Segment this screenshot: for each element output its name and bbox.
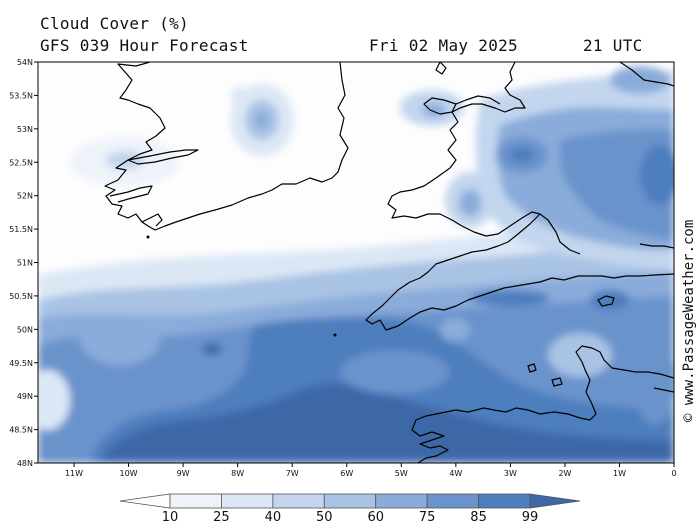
lon-tick-label: 11W — [65, 469, 83, 478]
forecast-label: GFS 039 Hour Forecast — [40, 36, 249, 55]
fastnet-marker — [146, 235, 150, 239]
lat-tick-label: 51.5N — [9, 225, 33, 234]
legend-label: 50 — [316, 510, 333, 525]
scilly-isles-marker — [333, 333, 337, 337]
lon-tick-label: 0 — [672, 469, 677, 478]
legend-swatch — [426, 493, 479, 509]
longitude-axis: 11W 10W 9W 8W 7W 6W 5W 4W 3W 2W 1W 0 — [65, 463, 677, 478]
lat-tick-label: 53.5N — [9, 91, 33, 100]
legend-swatch — [323, 493, 377, 509]
lon-tick-label: 5W — [395, 469, 408, 478]
cork-coast — [141, 213, 163, 227]
map-title: Cloud Cover (%) — [40, 14, 189, 33]
legend-label: 25 — [213, 510, 230, 525]
channel-island-guernsey — [527, 363, 537, 373]
lat-tick-label: 49N — [17, 392, 33, 401]
thames-coast — [639, 243, 674, 249]
legend-label: 85 — [470, 510, 487, 525]
legend-label: 99 — [522, 510, 539, 525]
north-wales-bay — [455, 95, 501, 105]
coastlines — [104, 62, 674, 463]
isle-of-man — [435, 62, 447, 75]
isle-of-wight — [597, 295, 615, 307]
lon-tick-label: 7W — [286, 469, 299, 478]
france-seine-coast — [653, 387, 674, 393]
legend-swatch — [272, 493, 325, 509]
lat-tick-label: 54N — [17, 58, 33, 67]
northeast-coast — [619, 62, 674, 87]
cloud-field — [38, 62, 674, 463]
latitude-axis: 54N 53.5N 53N 52.5N 52N 51.5N 51N 50.5N 50N 49.5N… — [9, 58, 38, 468]
lat-tick-label: 51N — [17, 259, 33, 268]
lon-tick-label: 10W — [120, 469, 138, 478]
lat-tick-label: 52.5N — [9, 158, 33, 167]
lat-tick-label: 53N — [17, 125, 33, 134]
cloud-cover-legend: 10 25 40 50 60 75 85 99 — [119, 493, 581, 525]
lat-tick-label: 50N — [17, 325, 33, 334]
legend-high-cap — [529, 493, 581, 509]
legend-label: 10 — [162, 510, 179, 525]
severn-estuary — [539, 213, 581, 255]
forecast-time: 21 UTC — [583, 36, 643, 55]
lat-tick-label: 52N — [17, 192, 33, 201]
great-britain-coastline — [365, 62, 674, 331]
lat-tick-label: 48.5N — [9, 426, 33, 435]
legend-label: 40 — [265, 510, 282, 525]
lon-tick-label: 4W — [449, 469, 462, 478]
lat-tick-label: 48N — [17, 459, 33, 468]
legend-swatch — [169, 493, 222, 509]
legend-swatch — [221, 493, 274, 509]
lon-tick-label: 8W — [231, 469, 244, 478]
lon-tick-label: 9W — [177, 469, 190, 478]
legend-label: 60 — [367, 510, 384, 525]
lon-tick-label: 1W — [613, 469, 626, 478]
dingle-peninsula — [127, 149, 199, 165]
lon-tick-label: 2W — [558, 469, 571, 478]
france-coastline — [411, 345, 674, 463]
legend-swatch — [478, 493, 531, 509]
kerry-inlet — [109, 185, 153, 203]
lon-tick-label: 3W — [504, 469, 517, 478]
channel-island-jersey — [551, 377, 563, 387]
forecast-date: Fri 02 May 2025 — [369, 36, 518, 55]
legend-low-cap — [119, 493, 171, 509]
credit-text: © www.PassageWeather.com — [681, 220, 697, 422]
ireland-coastline — [104, 62, 349, 231]
lat-tick-label: 50.5N — [9, 292, 33, 301]
lat-tick-label: 49.5N — [9, 359, 33, 368]
legend-swatch — [375, 493, 428, 509]
lon-tick-label: 6W — [340, 469, 353, 478]
legend-label: 75 — [419, 510, 436, 525]
